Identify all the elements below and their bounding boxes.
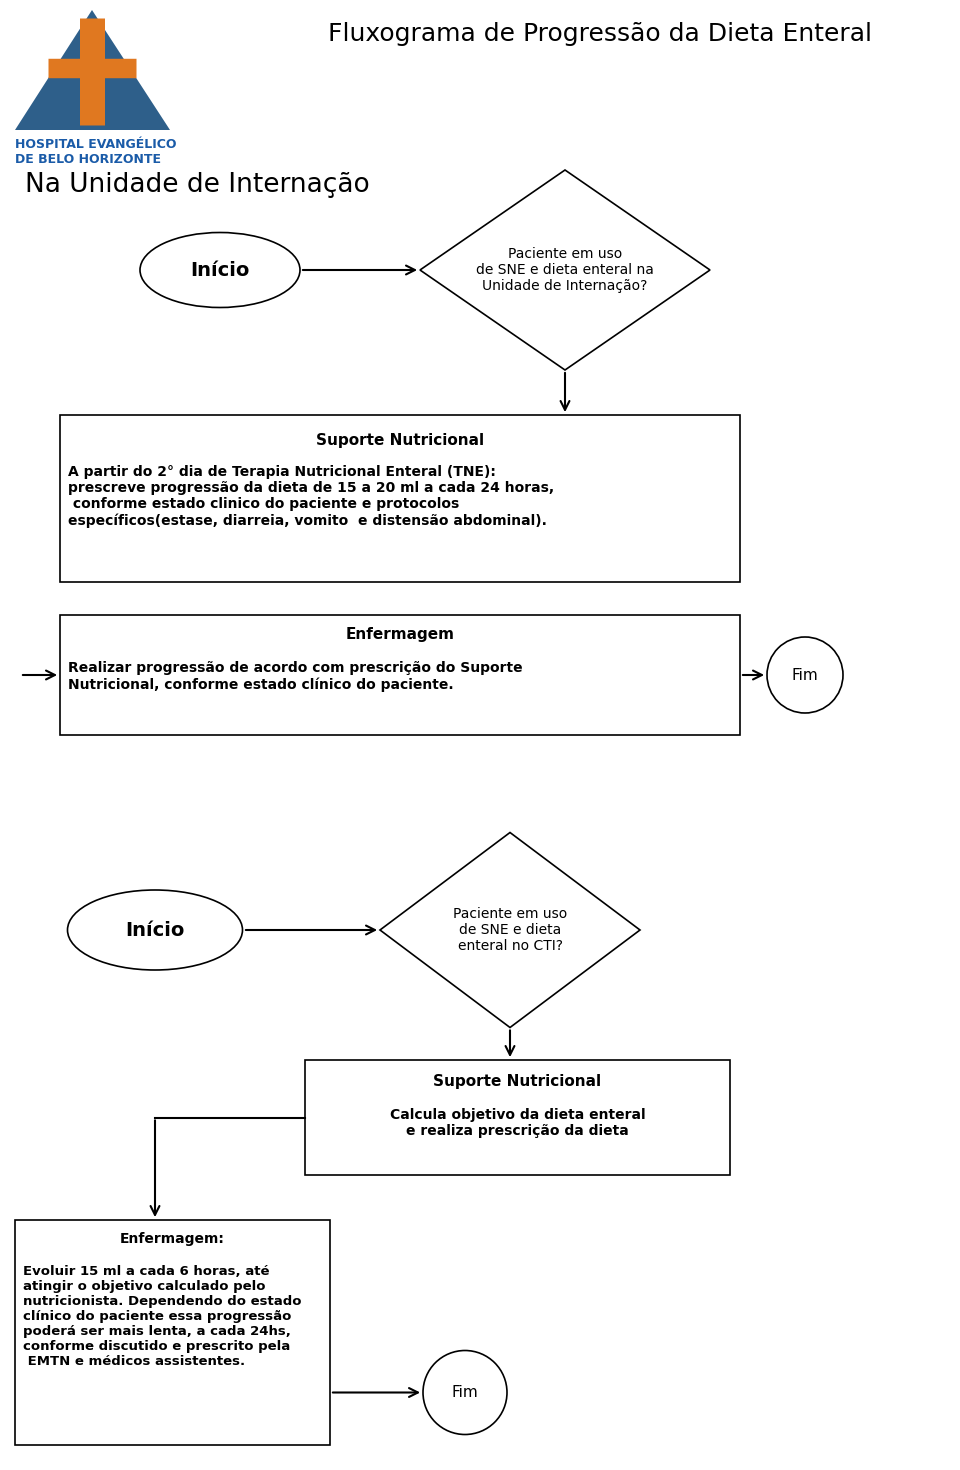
Text: Fim: Fim bbox=[451, 1385, 478, 1399]
Ellipse shape bbox=[140, 232, 300, 307]
Text: Na Unidade de Internação: Na Unidade de Internação bbox=[25, 172, 370, 198]
Text: DE BELO HORIZONTE: DE BELO HORIZONTE bbox=[15, 153, 161, 166]
Polygon shape bbox=[15, 10, 170, 129]
Bar bbox=[15, 1220, 330, 1445]
Bar bbox=[60, 415, 740, 582]
Text: Enfermagem:: Enfermagem: bbox=[120, 1232, 225, 1247]
Text: Início: Início bbox=[190, 260, 250, 279]
Text: Suporte Nutricional: Suporte Nutricional bbox=[316, 434, 484, 448]
Text: Fluxograma de Progressão da Dieta Enteral: Fluxograma de Progressão da Dieta Entera… bbox=[328, 22, 872, 46]
Polygon shape bbox=[380, 832, 640, 1028]
Polygon shape bbox=[420, 171, 710, 370]
Circle shape bbox=[767, 637, 843, 713]
Text: Enfermagem: Enfermagem bbox=[346, 628, 454, 642]
Text: Evoluir 15 ml a cada 6 horas, até
atingir o objetivo calculado pelo
nutricionist: Evoluir 15 ml a cada 6 horas, até atingi… bbox=[23, 1266, 301, 1369]
Ellipse shape bbox=[67, 889, 243, 970]
Bar bbox=[60, 614, 740, 735]
Text: Calcula objetivo da dieta enteral
e realiza prescrição da dieta: Calcula objetivo da dieta enteral e real… bbox=[390, 1108, 645, 1138]
Text: Suporte Nutricional: Suporte Nutricional bbox=[433, 1075, 602, 1089]
Text: Paciente em uso
de SNE e dieta enteral na
Unidade de Internação?: Paciente em uso de SNE e dieta enteral n… bbox=[476, 247, 654, 293]
Text: Início: Início bbox=[126, 920, 184, 939]
Text: Realizar progressão de acordo com prescrição do Suporte
Nutricional, conforme es: Realizar progressão de acordo com prescr… bbox=[68, 662, 522, 692]
Text: A partir do 2° dia de Terapia Nutricional Enteral (TNE):
prescreve progressão da: A partir do 2° dia de Terapia Nutriciona… bbox=[68, 465, 554, 528]
Text: Fim: Fim bbox=[792, 667, 818, 682]
Text: HOSPITAL EVANGÉLICO: HOSPITAL EVANGÉLICO bbox=[15, 138, 177, 151]
Bar bbox=[305, 1060, 730, 1175]
Text: Paciente em uso
de SNE e dieta
enteral no CTI?: Paciente em uso de SNE e dieta enteral n… bbox=[453, 907, 567, 953]
Circle shape bbox=[423, 1351, 507, 1435]
